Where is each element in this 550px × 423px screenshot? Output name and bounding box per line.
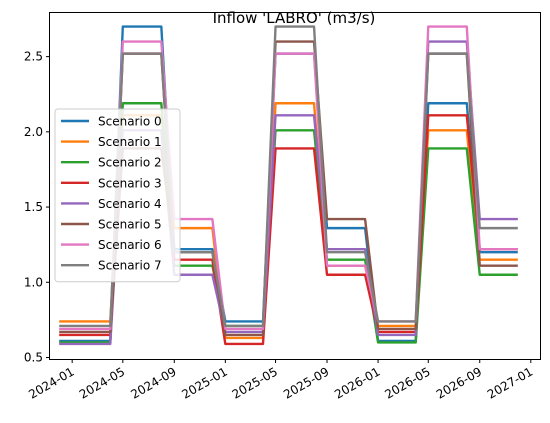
legend: Scenario 0 Scenario 1 Scenario 2 Scenario 3… [54, 108, 181, 283]
legend-label-0: Scenario 0 [98, 115, 162, 129]
series-line-6 [59, 25, 518, 331]
x-tick-label-6: 2026-01 [332, 364, 382, 401]
legend-label-4: Scenario 4 [98, 197, 162, 211]
series-line-2 [59, 102, 518, 344]
y-tick-label-3: 2.0 [24, 125, 43, 139]
chart-title: Inflow 'LABRO' (m3/s) [213, 9, 376, 27]
legend-label-1: Scenario 1 [98, 135, 162, 149]
x-tick-label-5: 2025-09 [281, 364, 331, 401]
y-tick-label-0: 0.5 [24, 350, 43, 364]
plot-frame [49, 12, 541, 360]
x-tick-label-0: 2024-01 [26, 364, 76, 401]
x-tick-label-1: 2024-05 [77, 364, 127, 401]
y-tick-label-4: 2.5 [24, 50, 43, 64]
y-axis: 0.5 1.0 1.5 2.0 2.5 [24, 50, 50, 364]
x-tick-label-9: 2027-01 [485, 364, 535, 401]
series-line-7 [59, 25, 518, 328]
legend-label-3: Scenario 3 [98, 176, 162, 190]
x-tick-label-3: 2025-01 [179, 364, 229, 401]
y-tick-label-2: 1.5 [24, 200, 43, 214]
x-tick-label-2: 2024-09 [128, 364, 178, 401]
y-tick-label-1: 1.0 [24, 275, 43, 289]
legend-label-6: Scenario 6 [98, 238, 162, 252]
x-tick-label-8: 2026-09 [434, 364, 484, 401]
legend-label-2: Scenario 2 [98, 156, 162, 170]
legend-box [54, 108, 181, 283]
legend-label-7: Scenario 7 [98, 259, 162, 273]
x-axis: 2024-01 2024-05 2024-09 2025-01 2025-05 2025-… [26, 359, 535, 402]
legend-label-5: Scenario 5 [98, 218, 162, 232]
x-tick-label-4: 2025-05 [230, 364, 280, 401]
x-tick-label-7: 2026-05 [382, 364, 432, 401]
